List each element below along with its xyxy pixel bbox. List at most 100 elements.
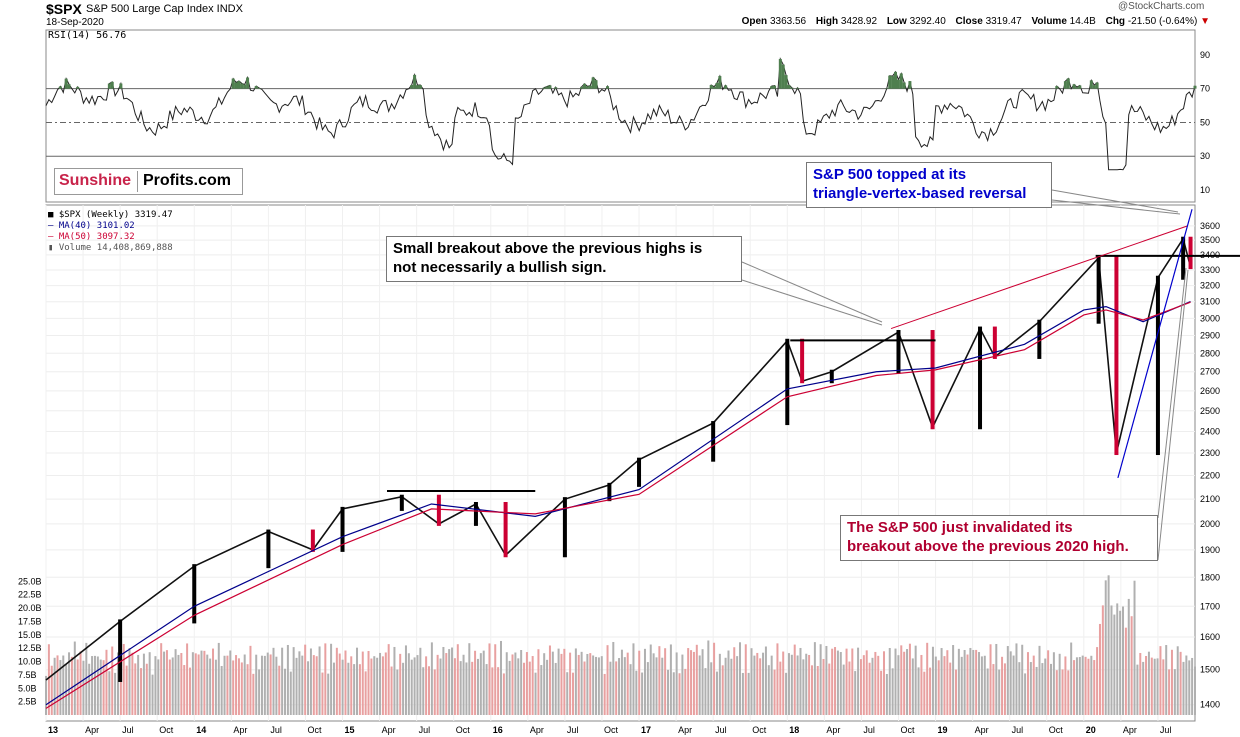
- volume-bar: [370, 658, 373, 715]
- price-candle: [896, 330, 901, 374]
- volume-bar: [629, 664, 632, 715]
- volume-bar: [399, 653, 402, 715]
- volume-bar: [304, 644, 307, 715]
- volume-bar: [868, 662, 871, 715]
- watermark: @StockCharts.com: [1118, 1, 1205, 12]
- volume-bar: [762, 652, 765, 715]
- time-tick-label: 15: [345, 725, 355, 735]
- volume-bar: [790, 654, 793, 715]
- volume-bar: [759, 658, 762, 715]
- volume-bar: [975, 649, 978, 715]
- volume-bar: [1170, 649, 1173, 715]
- volume-bar: [1113, 614, 1116, 715]
- volume-bar: [618, 658, 621, 715]
- volume-bar: [851, 648, 854, 715]
- volume-bar: [116, 652, 119, 715]
- price-candle: [473, 501, 478, 526]
- volume-bar: [65, 664, 68, 715]
- volume-bar: [448, 649, 451, 715]
- volume-bar: [744, 644, 747, 715]
- volume-bar: [125, 665, 128, 715]
- volume-bar: [315, 656, 318, 715]
- volume-bar: [831, 648, 834, 715]
- time-tick-label: Oct: [752, 725, 767, 735]
- price-candle: [266, 529, 271, 569]
- volume-bar: [1110, 605, 1113, 715]
- price-candle: [436, 494, 441, 526]
- volume-bar: [505, 652, 508, 715]
- volume-bar: [963, 649, 966, 715]
- volume-bar: [214, 659, 217, 715]
- price-tick-label: 1900: [1200, 545, 1220, 555]
- volume-bar: [47, 644, 50, 715]
- time-tick-label: 20: [1086, 725, 1096, 735]
- volume-bar: [1194, 666, 1196, 715]
- volume-bar: [701, 649, 704, 715]
- triangle-upper-line: [890, 225, 1188, 330]
- volume-bar: [212, 648, 215, 715]
- volume-bar: [335, 647, 338, 715]
- volume-bar: [600, 656, 603, 715]
- volume-bar: [525, 652, 528, 715]
- volume-bar: [813, 642, 816, 715]
- volume-bar: [836, 650, 839, 715]
- time-tick-label: Apr: [826, 725, 840, 735]
- volume-bar: [1050, 663, 1053, 715]
- volume-bar: [157, 659, 160, 715]
- volume-bar: [404, 645, 407, 715]
- volume-bar: [615, 661, 618, 715]
- price-candle: [340, 506, 345, 552]
- volume-bar: [1081, 655, 1084, 715]
- volume-bar: [1058, 653, 1061, 715]
- price-tick-label: 2700: [1200, 367, 1220, 377]
- price-tick-label: 3200: [1200, 281, 1220, 291]
- volume-bar: [1035, 666, 1038, 715]
- volume-bar: [197, 654, 200, 715]
- price-candle: [930, 330, 935, 430]
- volume-bar: [897, 655, 900, 715]
- volume-bar: [1075, 657, 1078, 715]
- volume-bar: [972, 649, 975, 715]
- callout-line: [1157, 267, 1187, 519]
- volume-bar: [79, 651, 82, 715]
- volume-bar: [453, 658, 456, 715]
- volume-bar: [859, 659, 862, 715]
- volume-bar: [508, 660, 511, 715]
- volume-bar: [839, 652, 842, 715]
- volume-bar: [1150, 657, 1153, 715]
- volume-bar: [99, 659, 102, 715]
- volume-bar: [517, 658, 520, 715]
- volume-bar: [980, 656, 983, 715]
- price-tick-label: 2300: [1200, 448, 1220, 458]
- volume-bar: [658, 646, 661, 715]
- volume-bar: [569, 652, 572, 715]
- volume-bar: [1107, 575, 1110, 715]
- volume-bar: [551, 651, 554, 715]
- volume-bar: [695, 644, 698, 715]
- price-candle: [503, 501, 508, 558]
- volume-bar: [678, 673, 681, 715]
- volume-bar: [888, 648, 891, 715]
- volume-bar: [664, 648, 667, 715]
- volume-bar: [1153, 658, 1156, 715]
- volume-bar: [266, 652, 269, 715]
- volume-bar: [891, 668, 894, 715]
- volume-bar: [1078, 657, 1081, 715]
- volume-bar: [436, 654, 439, 715]
- time-tick-label: Jul: [567, 725, 579, 735]
- volume-bar: [574, 648, 577, 715]
- time-tick-label: Jul: [1012, 725, 1024, 735]
- rsi-tick-label: 70: [1200, 84, 1210, 94]
- volume-bar: [885, 673, 888, 715]
- volume-bar: [586, 653, 589, 715]
- price-candle: [800, 338, 805, 384]
- volume-bar: [358, 664, 361, 715]
- volume-bar: [1104, 580, 1107, 715]
- volume-tick-label: 20.0B: [18, 603, 42, 613]
- price-tick-label: 2500: [1200, 406, 1220, 416]
- volume-bar: [482, 650, 485, 715]
- volume-bar: [920, 654, 923, 715]
- volume-bar: [1145, 655, 1148, 715]
- price-tick-label: 3600: [1200, 221, 1220, 231]
- volume-bar: [1188, 660, 1191, 715]
